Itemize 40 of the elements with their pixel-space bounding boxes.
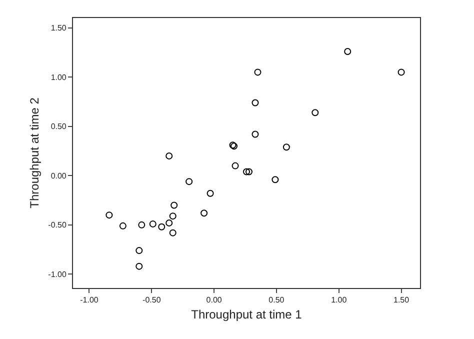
- point: [246, 168, 252, 176]
- point: [166, 219, 173, 226]
- y-tick-label: -0.50: [48, 220, 67, 230]
- point: [232, 162, 239, 170]
- x-tick-label: 0.50: [268, 296, 285, 305]
- point: [344, 48, 352, 55]
- point: [186, 178, 193, 186]
- x-tick-label: -1.00: [80, 296, 99, 305]
- point: [166, 152, 173, 160]
- y-tick-label: 0.50: [50, 122, 67, 132]
- y-tick-label: -1.00: [48, 270, 67, 279]
- point: [136, 262, 143, 270]
- point: [398, 68, 405, 76]
- point: [312, 109, 319, 116]
- point: [252, 130, 259, 138]
- point: [272, 176, 279, 184]
- x-tick-label: 1.00: [331, 296, 348, 305]
- point: [200, 210, 208, 217]
- point: [149, 220, 156, 228]
- point: [254, 68, 262, 76]
- point: [282, 144, 290, 151]
- y-axis-title: Throughput at time 2: [27, 97, 42, 208]
- point: [119, 222, 126, 230]
- x-tick-label: 1.50: [393, 296, 410, 305]
- point: [106, 212, 113, 219]
- point: [243, 168, 250, 176]
- point: [206, 190, 214, 197]
- point: [169, 212, 176, 220]
- point: [138, 221, 146, 228]
- x-tick-label: -0.50: [142, 296, 162, 305]
- point: [252, 99, 259, 106]
- point: [136, 247, 143, 254]
- y-tick-label: 0.00: [50, 171, 67, 180]
- point: [170, 202, 178, 209]
- x-axis-title: Throughput at time 1: [191, 308, 302, 322]
- point: [169, 229, 176, 236]
- y-tick-label: 1.50: [50, 24, 67, 33]
- y-tick-label: 1.00: [50, 72, 67, 82]
- point: [158, 223, 166, 230]
- x-tick-label: 0.00: [206, 296, 222, 305]
